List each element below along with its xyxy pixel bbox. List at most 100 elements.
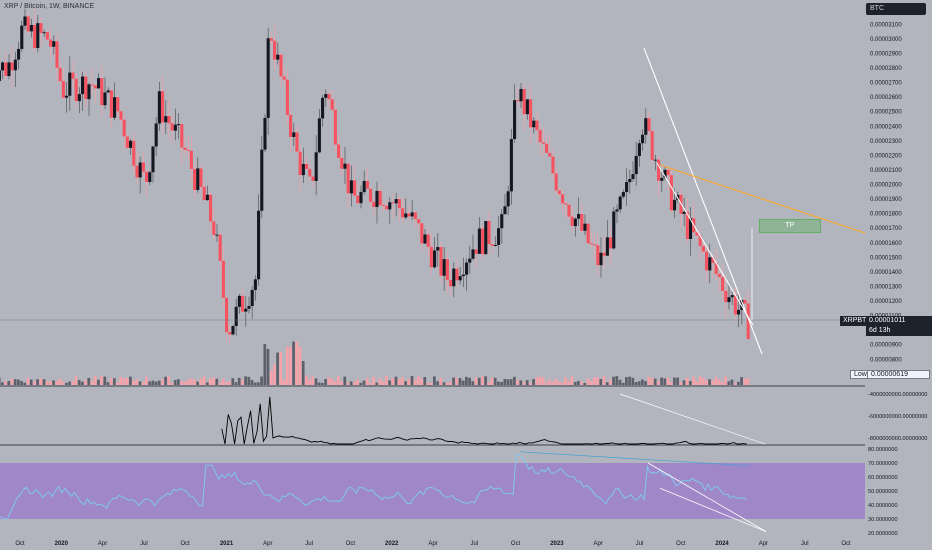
volume-bar [68, 381, 71, 385]
volume-bar [714, 377, 718, 385]
volume-bar [705, 380, 708, 385]
candle-body [68, 72, 72, 96]
candle-body [39, 23, 43, 33]
candle-body [369, 188, 373, 202]
volume-bar [625, 377, 628, 385]
candle-body [244, 308, 248, 312]
candle-body [449, 279, 453, 287]
volume-bar [324, 378, 327, 385]
candle-body [253, 279, 257, 290]
volume-bar [634, 381, 638, 385]
volume-bar [199, 378, 203, 385]
volume-bar [228, 381, 231, 385]
volume-bar [612, 376, 615, 385]
volume-bar [532, 378, 535, 385]
tp-target-box[interactable]: TP [759, 219, 821, 233]
candle-body [433, 250, 437, 268]
candle-body [698, 235, 702, 247]
candle-body [7, 62, 11, 77]
candle-body [644, 118, 648, 135]
volume-bar [7, 380, 11, 385]
volume-bar [628, 376, 631, 385]
time-tick-label: Oct [841, 541, 851, 547]
volume-bar [49, 381, 52, 385]
candle-body [689, 218, 693, 239]
volume-bar [442, 382, 446, 385]
volume-bar [593, 377, 596, 385]
time-tick-label: 2024 [715, 541, 729, 547]
volume-bar [484, 376, 487, 385]
obv-tick-label: -8000000000.00000000 [868, 436, 927, 442]
candle-body [522, 88, 526, 115]
candle-body [541, 142, 545, 144]
candle-body [129, 140, 133, 148]
candle-body [103, 92, 107, 106]
price-tick-label: 0.00002400 [870, 124, 902, 130]
volume-bar [125, 377, 129, 385]
candle-body [717, 273, 721, 278]
currency-selector[interactable]: BTC [866, 3, 926, 15]
volume-bar [298, 346, 302, 385]
price-tick-label: 0.00001600 [870, 241, 902, 247]
candle-body [340, 157, 344, 169]
candle-body [420, 223, 424, 244]
candle-body [1, 62, 5, 71]
candle-body [461, 274, 465, 277]
candle-body [305, 163, 309, 169]
candle-body [13, 59, 17, 71]
candle-body [17, 48, 21, 60]
candle-body [215, 234, 219, 236]
candle-body [250, 289, 254, 307]
volume-bar [500, 381, 503, 385]
volume-bar [356, 379, 359, 385]
volume-bar [97, 379, 100, 385]
volume-bar [202, 376, 206, 385]
volume-bar [561, 382, 564, 385]
candle-body [132, 140, 136, 166]
candle-body [727, 297, 731, 303]
volume-bar [36, 379, 39, 385]
candle-body [356, 195, 360, 204]
candle-body [26, 16, 30, 32]
candle-body [295, 132, 299, 152]
candle-body [538, 130, 542, 143]
candle-body [391, 202, 395, 204]
candle-body [535, 120, 539, 131]
candle-body [337, 144, 341, 158]
volume-bar [420, 378, 423, 385]
candle-body [650, 131, 654, 161]
volume-bar [177, 379, 180, 385]
volume-bar [170, 382, 174, 385]
candle-body [279, 54, 283, 77]
volume-bar [429, 382, 433, 385]
volume-bar [708, 379, 711, 385]
volume-bar [519, 380, 523, 385]
volume-bar [436, 381, 439, 385]
price-tick-label: 0.00001200 [870, 299, 902, 305]
volume-bar [333, 381, 337, 385]
price-tick-label: 0.00003000 [870, 37, 902, 43]
volume-bar [234, 382, 238, 385]
candle-body [202, 186, 206, 201]
volume-bar [353, 381, 356, 385]
candle-body [711, 257, 715, 263]
candle-body [666, 169, 670, 176]
volume-bar [263, 343, 267, 385]
volume-bar [490, 377, 494, 385]
volume-bar [583, 382, 587, 385]
candle-body [714, 262, 718, 274]
candle-body [58, 67, 62, 82]
volume-bar [698, 376, 702, 385]
candle-body [596, 245, 600, 266]
candle-body [321, 97, 325, 119]
volume-bar [647, 376, 651, 385]
volume-bar [145, 376, 148, 385]
price-tick-label: 0.00002000 [870, 183, 902, 189]
candle-body [458, 276, 462, 281]
candle-body [61, 81, 65, 98]
candle-body [407, 213, 411, 217]
volume-bar [193, 379, 196, 385]
volume-bar [724, 376, 727, 385]
